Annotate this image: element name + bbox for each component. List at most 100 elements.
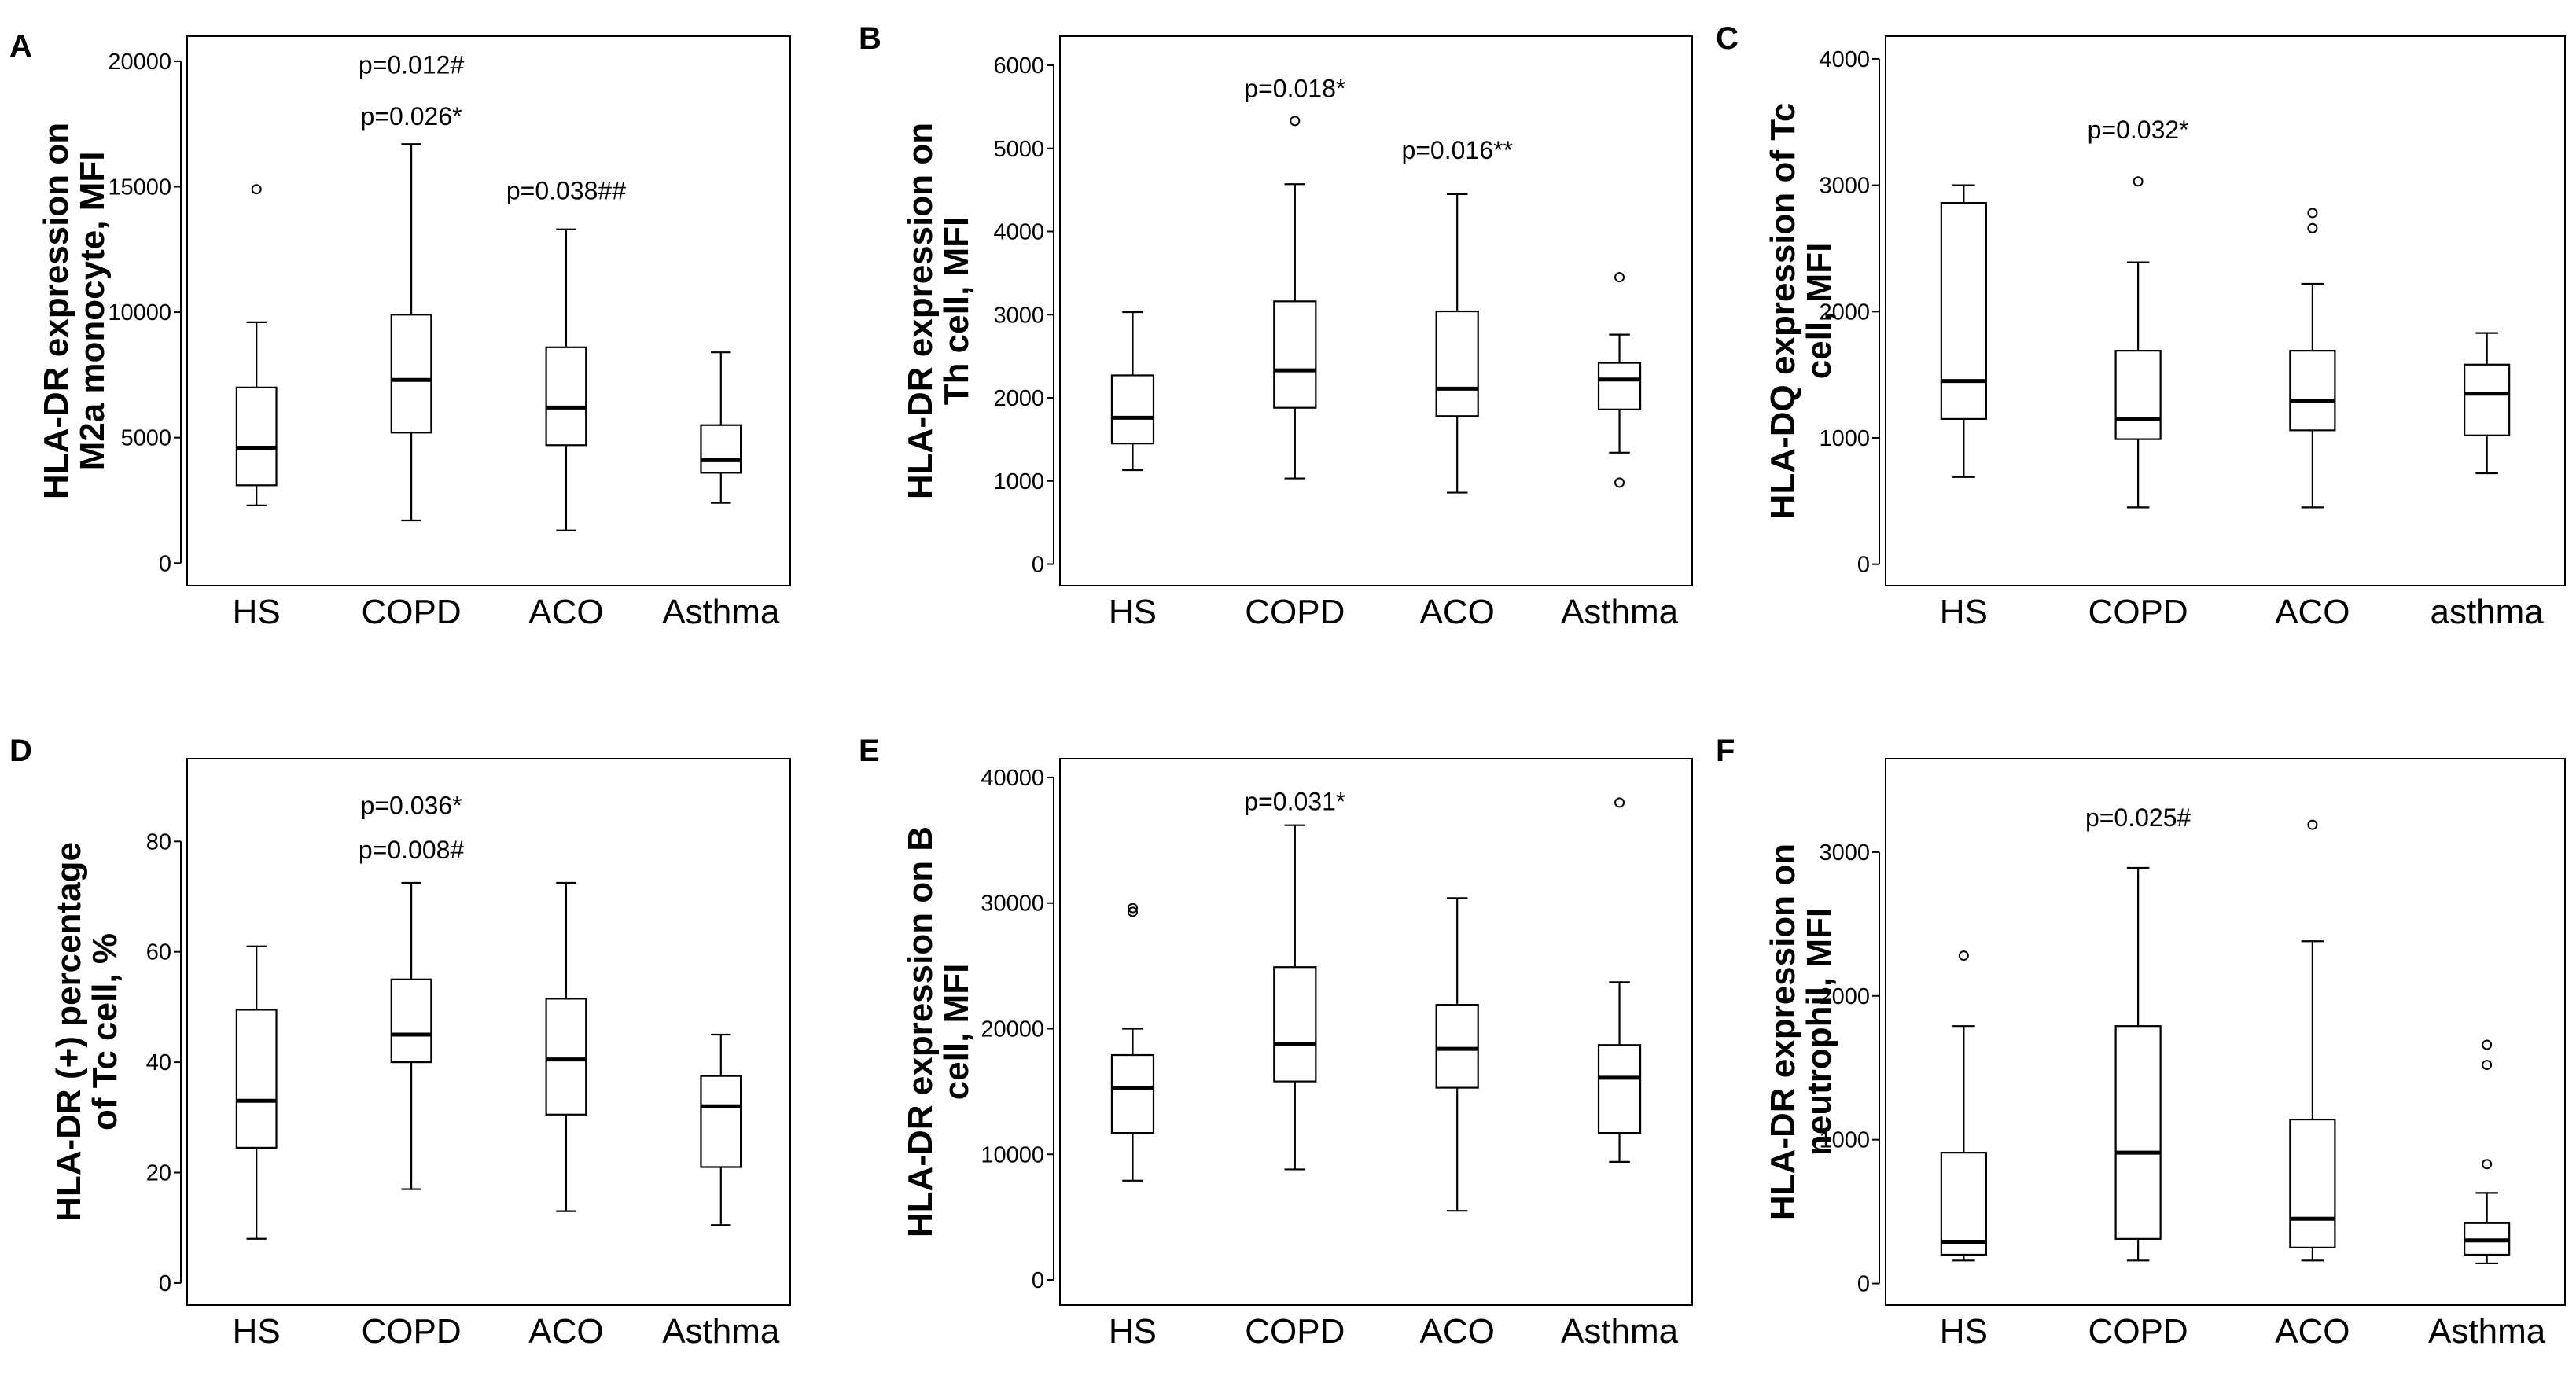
iqr-box [235, 1009, 278, 1149]
category-label: ACO [1420, 593, 1495, 631]
box-hs [1110, 903, 1155, 1182]
p-value-annotation: p=0.036* [361, 792, 462, 820]
plot-frame [1885, 35, 2566, 586]
category-label: COPD [362, 593, 462, 631]
y-axis-label-line: neutrophil, MFI [1800, 908, 1838, 1156]
y-tick-label: 4000 [1819, 47, 1870, 72]
panel-f: F 0 1000 2000 3000 HLA-DR expression onneutro… [1716, 733, 2566, 1351]
iqr-box [1597, 362, 1642, 410]
y-axis-label-line: of Tc cell, % [86, 933, 124, 1131]
outlier-point [2307, 222, 2318, 233]
y-tick-label: 1000 [1819, 1128, 1870, 1153]
y-tick-label: 0 [1857, 553, 1870, 578]
iqr-box [2114, 1025, 2162, 1240]
iqr-box [235, 386, 278, 487]
y-tick-label: 5000 [120, 426, 171, 451]
y-tick-label: 30000 [981, 892, 1044, 917]
p-value-annotation: p=0.008# [359, 836, 465, 864]
y-tick-label: 3000 [1819, 174, 1870, 199]
y-tick-label: 0 [1857, 1272, 1870, 1297]
box-aco [1435, 897, 1479, 1212]
y-axis-label-line: HLA-DR expression on B [901, 826, 940, 1237]
y-tick-label: 10000 [108, 300, 171, 325]
y-tick-label: 20000 [981, 1017, 1044, 1042]
iqr-box [700, 424, 742, 474]
y-tick-label: 2000 [1819, 300, 1870, 325]
y-tick-label: 0 [159, 1271, 171, 1296]
outlier-point [2482, 1159, 2493, 1170]
y-tick-label: 4000 [993, 220, 1044, 245]
y-tick-label: 2000 [1819, 984, 1870, 1009]
plot-frame [1059, 35, 1693, 586]
category-label: COPD [2088, 1312, 2188, 1351]
outlier-point [1127, 906, 1138, 917]
panel-c: C 0 1000 2000 3000 4000 HLA-DQ expression of T… [1716, 21, 2566, 631]
category-label: COPD [1245, 593, 1345, 631]
y-axis-label-line: Th cell, MFI [937, 217, 976, 406]
y-axis-label-line: HLA-DQ expression of Tc [1764, 103, 1802, 520]
y-tick-label: 40000 [981, 766, 1044, 791]
box-aco [2289, 208, 2336, 509]
y-tick-label: 6000 [993, 53, 1044, 79]
outlier-point [2482, 1060, 2493, 1071]
y-tick-label: 1000 [1819, 426, 1870, 451]
outlier-point [1958, 950, 1969, 961]
box-asthma [700, 1033, 742, 1226]
iqr-box [390, 314, 432, 434]
plot-frame [186, 758, 791, 1306]
iqr-box [545, 346, 587, 447]
box-copd [390, 143, 432, 522]
category-label: Asthma [662, 593, 780, 631]
box-aco [1435, 193, 1479, 494]
panel-letter: D [9, 733, 32, 768]
y-axis-label-line: M2a monocyte, MFI [73, 152, 112, 471]
y-tick-label: 20000 [108, 50, 171, 75]
iqr-box [390, 978, 432, 1064]
category-label: COPD [362, 1312, 462, 1351]
y-tick-label: 40 [146, 1050, 171, 1075]
p-value-annotation: p=0.032* [2088, 116, 2189, 144]
iqr-box [2114, 350, 2162, 440]
plot-frame [1059, 758, 1693, 1306]
outlier-point [2482, 1039, 2493, 1050]
box-copd [2114, 866, 2162, 1262]
category-label: COPD [2088, 593, 2188, 631]
y-tick-label: 20 [146, 1161, 171, 1186]
category-label: ACO [528, 1312, 603, 1351]
category-label: HS [1940, 1312, 1988, 1351]
outlier-point [2133, 176, 2144, 187]
y-tick-label: 3000 [1819, 840, 1870, 866]
box-aco [545, 228, 587, 531]
iqr-box [2289, 350, 2336, 432]
category-label: Asthma [1561, 1312, 1679, 1351]
box-copd [390, 881, 432, 1190]
p-value-annotation: p=0.038## [506, 176, 626, 204]
y-tick-label: 0 [1032, 553, 1044, 578]
panel-e: E 0 10000 20000 30000 40000 HLA-DR expression … [859, 733, 1693, 1351]
category-label: Asthma [2428, 1312, 2546, 1351]
category-label: HS [233, 593, 281, 631]
panel-a: A 0 5000 10000 15000 20000 HLA-DR expression o… [9, 29, 791, 631]
box-hs [1940, 950, 1987, 1262]
iqr-box [1940, 202, 1987, 420]
category-label: ACO [2275, 1312, 2350, 1351]
y-axis-label-line: HLA-DR (+) percentage [50, 842, 88, 1222]
y-axis-label-line: cell, MFI [1800, 243, 1838, 380]
outlier-point [1290, 116, 1301, 127]
iqr-box [1940, 1152, 1987, 1256]
plot-frame [186, 35, 791, 586]
y-tick-label: 5000 [993, 137, 1044, 162]
category-label: COPD [1245, 1312, 1345, 1351]
outlier-point [2307, 819, 2318, 830]
iqr-box [1435, 310, 1479, 417]
p-value-annotation: p=0.016** [1401, 136, 1512, 164]
p-value-annotation: p=0.026* [361, 102, 462, 131]
iqr-box [1110, 374, 1155, 445]
box-hs [1940, 184, 1987, 478]
y-tick-label: 80 [146, 829, 171, 855]
y-tick-label: 0 [159, 551, 171, 576]
outlier-point [1614, 477, 1625, 488]
